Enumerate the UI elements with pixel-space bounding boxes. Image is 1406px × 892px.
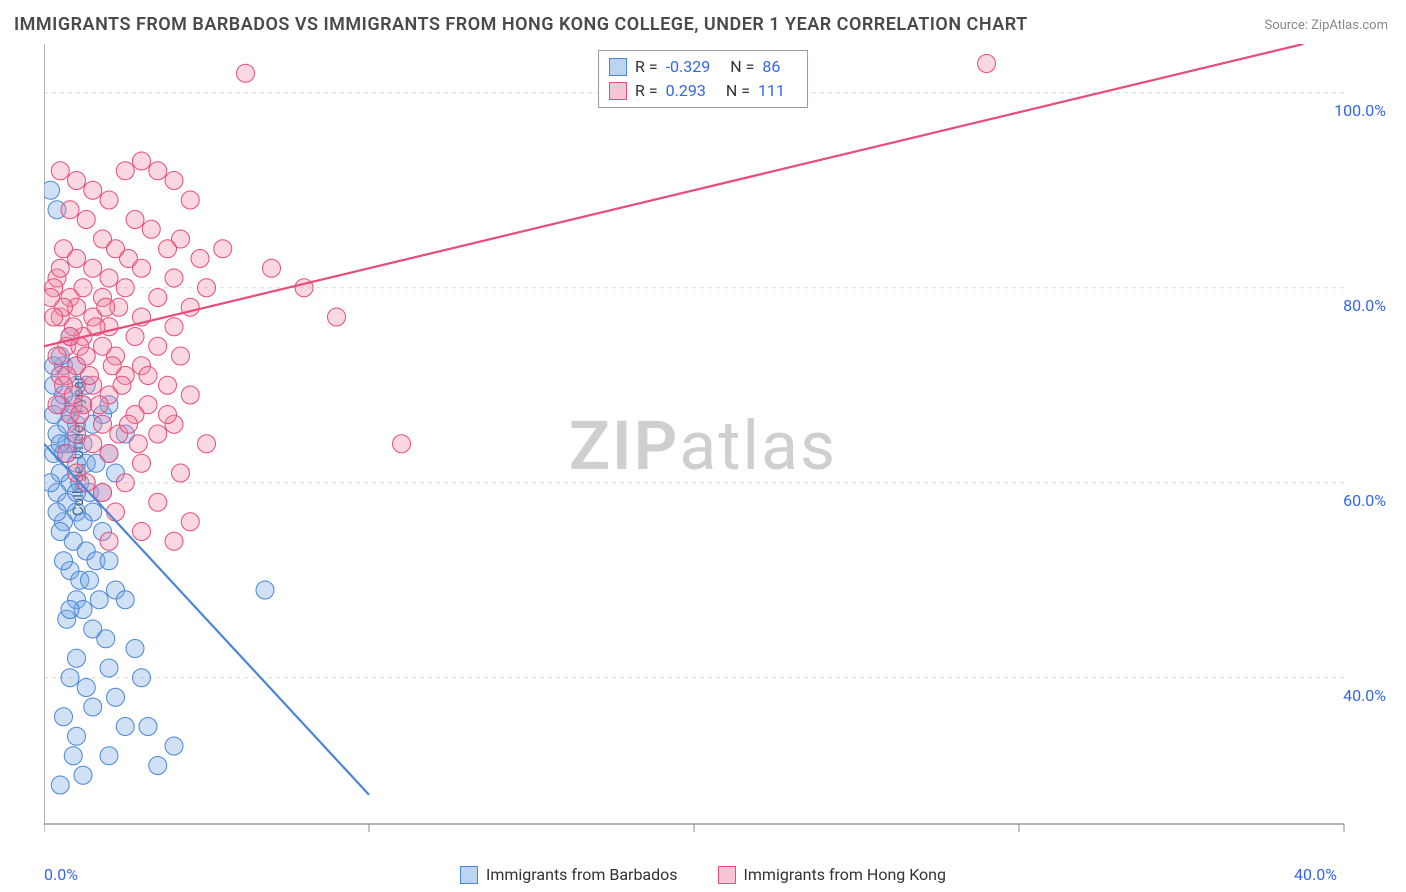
stats-legend-row: R = 0.293N = 111 (609, 79, 797, 103)
stats-legend-row: R = -0.329N = 86 (609, 55, 797, 79)
legend-label: Immigrants from Hong Kong (744, 865, 946, 884)
x-tick-label: 0.0% (44, 865, 78, 884)
legend-swatch (460, 866, 478, 884)
legend-swatch (609, 82, 627, 100)
y-tick-label: 40.0% (1343, 686, 1386, 705)
y-tick-label: 60.0% (1343, 491, 1386, 510)
scatter-plot (44, 44, 1406, 848)
source-label: Source: ZipAtlas.com (1264, 18, 1388, 33)
chart-title: IMMIGRANTS FROM BARBADOS VS IMMIGRANTS F… (14, 14, 1028, 35)
x-tick-label: 40.0% (1294, 865, 1337, 884)
series-legend: Immigrants from Barbados Immigrants from … (460, 865, 946, 884)
stats-legend: R = -0.329N = 86R = 0.293N = 111 (598, 50, 808, 108)
legend-swatch (718, 866, 736, 884)
legend-item: Immigrants from Hong Kong (718, 865, 946, 884)
y-tick-label: 80.0% (1343, 296, 1386, 315)
legend-swatch (609, 58, 627, 76)
legend-item: Immigrants from Barbados (460, 865, 678, 884)
y-tick-label: 100.0% (1334, 101, 1386, 120)
legend-label: Immigrants from Barbados (486, 865, 678, 884)
